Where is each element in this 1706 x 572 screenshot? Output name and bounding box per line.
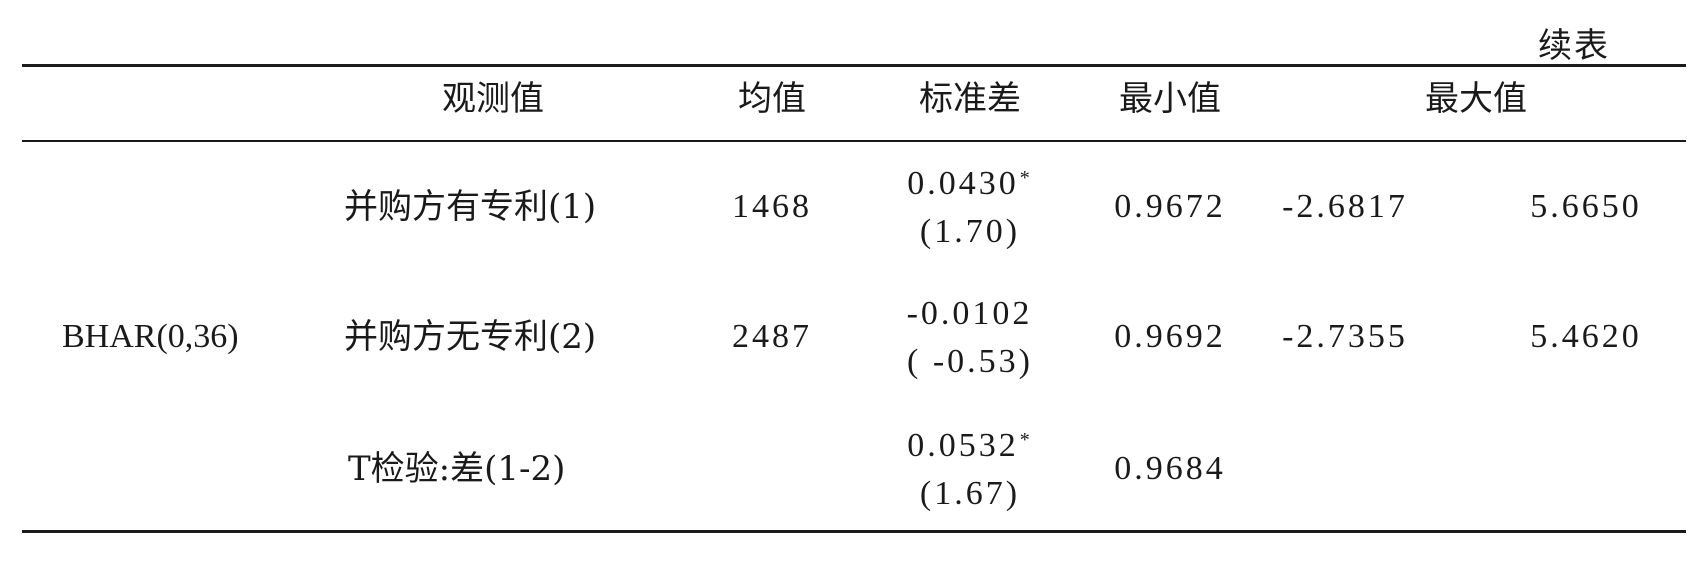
header-min: 最小值 [1119,79,1221,119]
group-label: 并购方有专利(1) [344,187,597,227]
header-max: 最大值 [1425,79,1527,119]
observations-value: 1468 [732,188,812,225]
max-value: 5.4620 [1530,318,1642,355]
significance-mark: * [1019,429,1033,451]
header-observations: 观测值 [442,79,544,119]
t-value: (1.67) [919,475,1021,512]
variable-label: BHAR(0,36) [62,318,239,355]
mean-cell: 0.0430* (1.70) [907,160,1033,256]
header-mean: 均值 [738,79,806,119]
table-caption: 续表 [1538,26,1610,66]
mean-cell: -0.0102 ( -0.53) [907,290,1034,386]
mean-value: 0.0532 [907,427,1019,464]
std-value: 0.9672 [1114,188,1226,225]
std-value: 0.9692 [1114,318,1226,355]
bottom-rule [22,530,1686,533]
mean-value: -0.0102 [906,295,1033,332]
mean-value: 0.0430 [907,165,1019,202]
header-rule [22,140,1686,142]
t-value: ( -0.53) [907,343,1033,380]
significance-mark: * [1019,167,1033,189]
min-value: -2.6817 [1282,188,1408,225]
group-label: 并购方无专利(2) [344,317,597,357]
header-std: 标准差 [919,79,1021,119]
observations-value: 2487 [732,318,812,355]
t-value: (1.70) [919,213,1021,250]
group-label: T检验:差(1-2) [348,449,566,489]
top-rule [22,64,1686,67]
max-value: 5.6650 [1530,188,1642,225]
min-value: -2.7355 [1282,318,1408,355]
std-value: 0.9684 [1114,450,1226,487]
mean-cell: 0.0532* (1.67) [907,422,1033,518]
